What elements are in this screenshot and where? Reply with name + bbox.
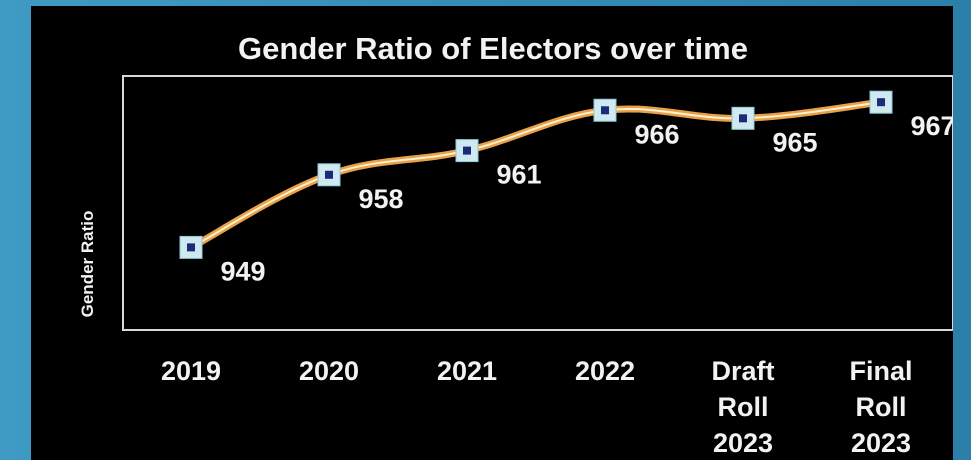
x-tick-label-1: 2019 [161,356,221,386]
data-label-4: 966 [634,119,679,149]
chart-title: Gender Ratio of Electors over time [238,31,748,66]
x-tick-label-5: Draft Roll 2023 [711,356,774,458]
data-label-1: 949 [220,256,265,286]
x-tick-label-3: 2021 [437,356,497,386]
data-label-5: 965 [772,127,817,157]
series-line-highlight [190,101,882,249]
series-layer [189,98,882,251]
data-label-3: 961 [496,160,541,190]
data-label-2: 958 [358,184,403,214]
data-label-layer: 949 958 961 966 965 967 [220,111,953,286]
data-label-6: 967 [910,111,953,141]
data-point-3 [455,139,479,163]
x-tick-label-2: 2020 [299,356,359,386]
x-tick-label-6: Final Roll 2023 [849,356,912,458]
y-axis-label: Gender Ratio [78,211,97,318]
plot-area [122,75,953,331]
x-tick-label-4: 2022 [575,356,635,386]
data-point-2 [317,163,341,187]
chart-panel: Gender Ratio of Electors over time Gende… [31,6,953,460]
data-point-4 [593,98,617,122]
marker-layer [179,90,893,259]
data-point-5 [731,106,755,130]
line-chart: Gender Ratio of Electors over time Gende… [78,31,953,458]
x-axis-ticks: 2019 2020 2021 2022 Draft Roll 2023 Final Roll 20… [161,356,913,458]
data-point-1 [179,235,203,259]
data-point-6 [869,90,893,114]
